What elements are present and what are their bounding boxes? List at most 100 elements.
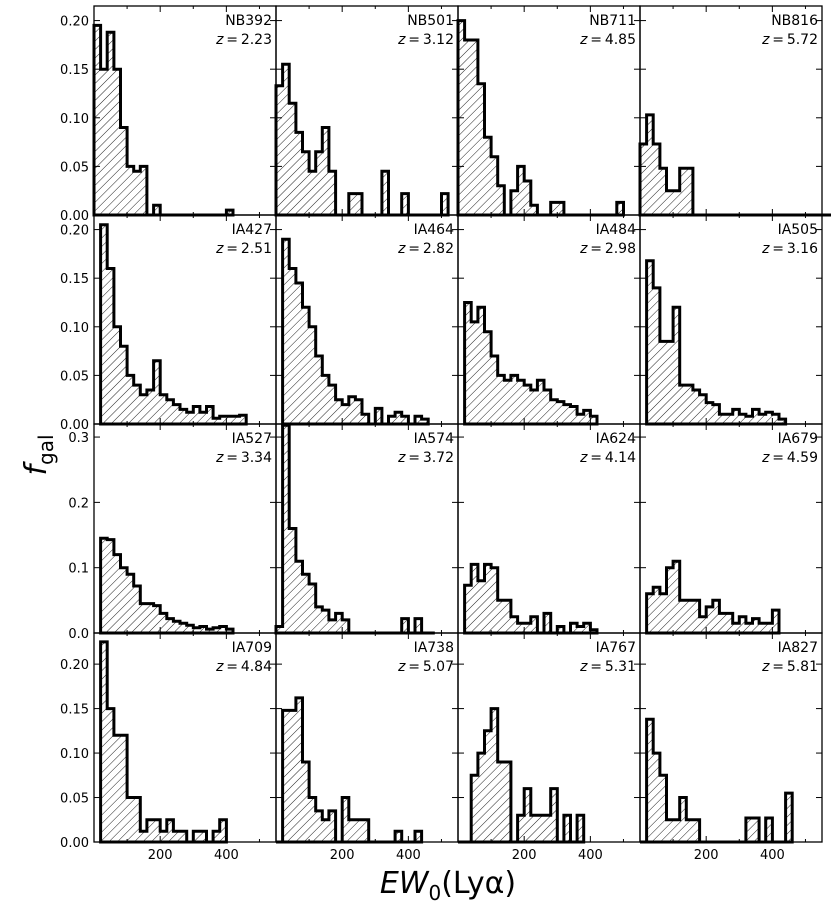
y-axis-title: fgal	[19, 434, 58, 475]
histogram-nb501	[274, 62, 450, 217]
panel-redshift-label: z = 4.14	[579, 450, 636, 466]
y-tick-label: 0.10	[60, 321, 89, 336]
redshift-symbol: z	[215, 659, 224, 675]
histogram-ia709	[99, 640, 228, 844]
redshift-symbol: z	[579, 32, 588, 48]
redshift-value: = 5.31	[588, 659, 637, 675]
panel-filter-label: NB501	[407, 13, 454, 29]
redshift-symbol: z	[215, 241, 224, 257]
redshift-value: = 4.14	[588, 450, 637, 466]
histogram-ia679	[645, 559, 781, 635]
panel-filter-label: IA767	[596, 640, 636, 656]
x-tick-label: 200	[512, 848, 537, 863]
panel-filter-label: IA574	[414, 431, 455, 447]
histogram-ia464	[281, 237, 430, 426]
y-tick-label: 0.0	[68, 627, 89, 642]
panel-ia679: IA679 z = 4.59	[639, 423, 823, 635]
redshift-symbol: z	[397, 450, 406, 466]
y-tick-label: 0.20	[60, 224, 89, 239]
redshift-value: = 3.34	[224, 450, 273, 466]
redshift-symbol: z	[579, 659, 588, 675]
y-tick-label: 0.10	[60, 747, 89, 762]
panel-ia484: IA484 z = 2.98	[457, 214, 641, 426]
y-tick-label: 0.10	[60, 112, 89, 127]
panel-filter-label: NB816	[771, 13, 818, 29]
y-axis-title-sub: gal	[34, 434, 58, 465]
histogram-ia624	[463, 562, 599, 635]
y-tick-label: 0.3	[68, 431, 89, 446]
panel-redshift-label: z = 5.07	[397, 659, 454, 675]
panel-ia709: IA709 z = 4.84 200 400 0.00 0.05 0.10 0.15 0.20	[60, 632, 277, 863]
x-tick-label: 400	[760, 848, 785, 863]
redshift-value: = 3.12	[406, 32, 455, 48]
redshift-value: = 2.51	[224, 241, 273, 257]
panel-filter-label: IA679	[778, 431, 818, 447]
x-tick-label: 400	[396, 848, 421, 863]
y-tick-label: 0.15	[60, 63, 89, 78]
panel-ia464: IA464 z = 2.82	[275, 214, 459, 426]
y-tick-label: 0.05	[60, 792, 89, 807]
panel-redshift-label: z = 3.72	[397, 450, 454, 466]
panel-nb816: NB816 z = 5.72	[638, 5, 831, 217]
x-tick-label: 400	[214, 848, 239, 863]
redshift-value: = 5.07	[406, 659, 455, 675]
panel-filter-label: NB711	[589, 13, 636, 29]
panel-redshift-label: z = 4.85	[579, 32, 636, 48]
y-tick-label: 0.00	[60, 418, 89, 433]
redshift-symbol: z	[397, 32, 406, 48]
redshift-value: = 2.82	[406, 241, 455, 257]
panel-redshift-label: z = 5.72	[761, 32, 818, 48]
panel-ia624: IA624 z = 4.14	[457, 423, 641, 635]
x-tick-label: 200	[694, 848, 719, 863]
panel-ia738: IA738 z = 5.07 200 400	[275, 632, 459, 863]
redshift-value: = 4.84	[224, 659, 273, 675]
panel-ia527: IA527 z = 3.34 0.0 0.1 0.2 0.3	[68, 423, 277, 642]
redshift-symbol: z	[215, 32, 224, 48]
panel-filter-label: IA709	[232, 640, 272, 656]
x-tick-label: 400	[578, 848, 603, 863]
histogram-ia738	[276, 696, 424, 844]
redshift-symbol: z	[761, 32, 770, 48]
y-tick-label: 0.15	[60, 272, 89, 287]
y-tick-label: 0.1	[68, 562, 89, 577]
y-tick-label: 0.15	[60, 703, 89, 718]
panel-redshift-label: z = 4.84	[215, 659, 272, 675]
panel-frame	[639, 632, 823, 843]
histogram-nb392	[92, 23, 235, 217]
panel-filter-label: IA827	[778, 640, 818, 656]
panel-ia505: IA505 z = 3.16	[639, 214, 823, 426]
panel-filter-label: IA505	[778, 222, 818, 238]
redshift-symbol: z	[397, 659, 406, 675]
y-tick-label: 0.00	[60, 209, 89, 224]
histogram-ia527	[99, 536, 235, 635]
histogram-ia767	[458, 707, 586, 844]
panel-ia427: IA427 z = 2.51 0.00 0.05 0.10 0.15 0.20	[60, 214, 277, 433]
x-axis-title: EW0(Lyα)	[380, 866, 516, 905]
panel-redshift-label: z = 3.34	[215, 450, 272, 466]
histogram-ia427	[99, 223, 248, 426]
redshift-value: = 4.59	[770, 450, 819, 466]
redshift-symbol: z	[579, 450, 588, 466]
panel-filter-label: IA527	[232, 431, 272, 447]
panel-redshift-label: z = 3.12	[397, 32, 454, 48]
redshift-symbol: z	[761, 241, 770, 257]
redshift-symbol: z	[761, 450, 770, 466]
redshift-value: = 2.23	[224, 32, 273, 48]
x-axis-title-tail: (Lyα)	[441, 866, 516, 901]
panel-redshift-label: z = 2.98	[579, 241, 636, 257]
panel-redshift-label: z = 2.82	[397, 241, 454, 257]
redshift-value: = 5.81	[770, 659, 819, 675]
x-tick-label: 200	[330, 848, 355, 863]
panel-redshift-label: z = 5.81	[761, 659, 818, 675]
y-tick-label: 0.2	[68, 496, 89, 511]
y-tick-label: 0.00	[60, 836, 89, 851]
redshift-value: = 4.85	[588, 32, 637, 48]
y-tick-label: 0.20	[60, 658, 89, 673]
x-axis-title-main: EW	[380, 866, 430, 901]
x-tick-label: 200	[148, 848, 173, 863]
